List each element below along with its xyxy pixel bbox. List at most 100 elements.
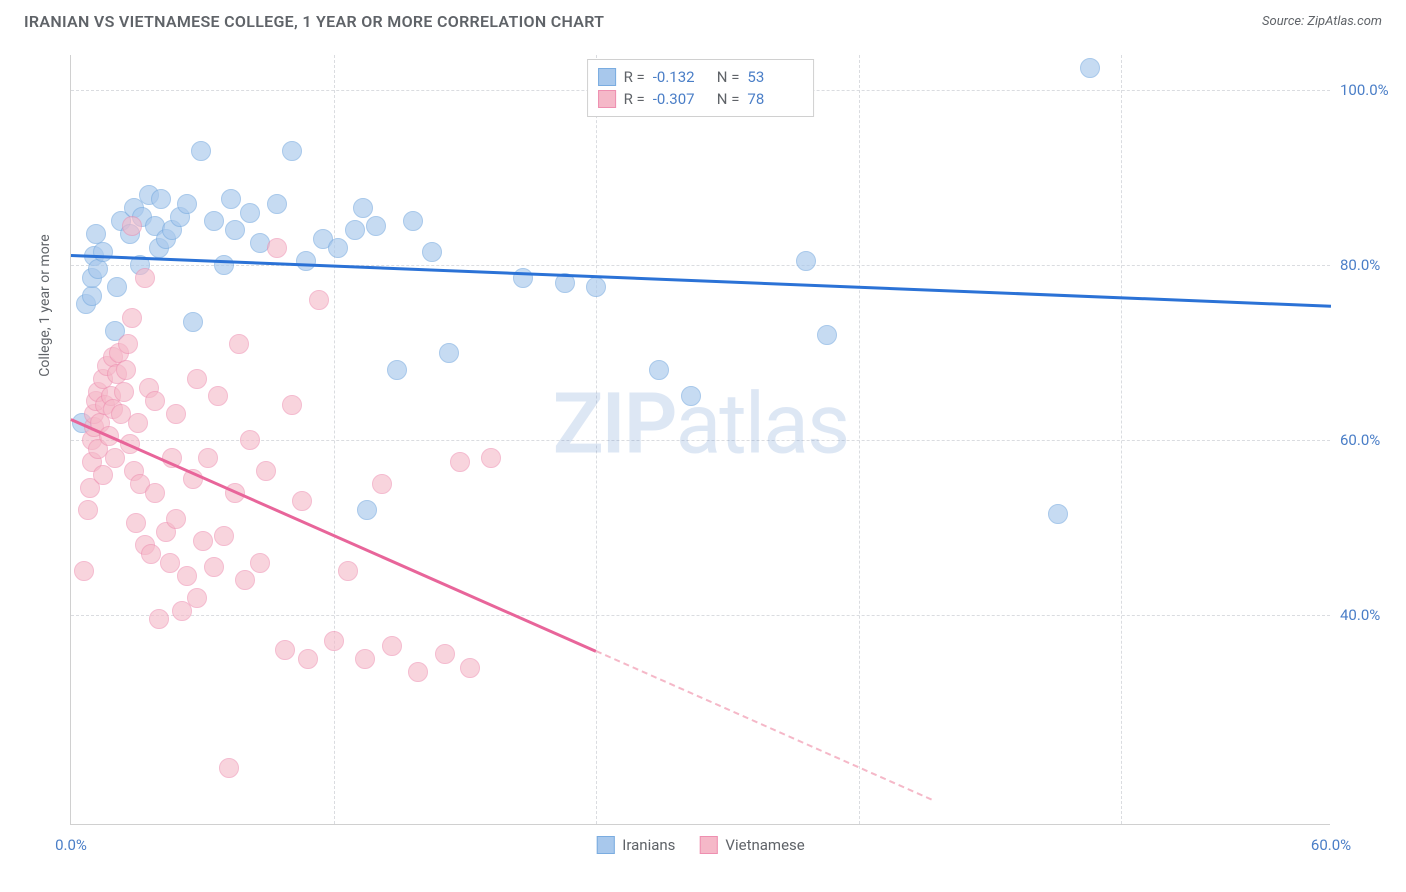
data-point — [118, 334, 138, 354]
data-point — [439, 343, 459, 363]
gridline-vertical — [1121, 55, 1122, 824]
data-point — [183, 312, 203, 332]
data-point — [116, 360, 136, 380]
source-label: Source: ZipAtlas.com — [1262, 14, 1382, 29]
data-point — [191, 141, 211, 161]
legend-n-label: N = — [717, 90, 740, 108]
data-point — [145, 483, 165, 503]
data-point — [177, 566, 197, 586]
data-point — [250, 553, 270, 573]
gridline-vertical — [596, 55, 597, 824]
legend-swatch — [598, 68, 616, 86]
data-point — [151, 189, 171, 209]
data-point — [229, 334, 249, 354]
gridline-vertical — [334, 55, 335, 824]
legend-r-value: -0.132 — [653, 68, 709, 86]
data-point — [387, 360, 407, 380]
data-point — [78, 500, 98, 520]
data-point — [267, 194, 287, 214]
data-point — [214, 526, 234, 546]
data-point — [357, 500, 377, 520]
data-point — [193, 531, 213, 551]
data-point — [166, 404, 186, 424]
legend-swatch — [699, 836, 717, 854]
data-point — [160, 553, 180, 573]
data-point — [141, 544, 161, 564]
data-point — [366, 216, 386, 236]
watermark: ZIPatlas — [553, 375, 849, 474]
x-tick-label: 60.0% — [1311, 836, 1351, 854]
plot-area: ZIPatlas R =-0.132N =53R =-0.307N =78 Ir… — [70, 55, 1330, 825]
data-point — [324, 631, 344, 651]
legend-r-label: R = — [624, 90, 645, 108]
legend-n-value: 78 — [747, 90, 803, 108]
data-point — [74, 561, 94, 581]
data-point — [649, 360, 669, 380]
y-tick-label: 40.0% — [1340, 606, 1400, 624]
trend-line — [596, 650, 933, 801]
chart-title: IRANIAN VS VIETNAMESE COLLEGE, 1 YEAR OR… — [24, 12, 604, 31]
legend-series-name: Iranians — [622, 836, 675, 854]
gridline-horizontal — [71, 615, 1330, 616]
data-point — [204, 557, 224, 577]
legend-row: R = -0.132 N = 53 — [598, 66, 804, 88]
legend-r-label: R = — [624, 68, 645, 86]
legend-item: Iranians — [596, 836, 675, 854]
data-point — [187, 369, 207, 389]
data-point — [298, 649, 318, 669]
chart-container: College, 1 year or more ZIPatlas R =-0.1… — [50, 55, 1330, 825]
data-point — [309, 290, 329, 310]
data-point — [88, 259, 108, 279]
series-legend: Iranians Vietnamese — [596, 836, 804, 854]
trend-line — [71, 254, 1331, 307]
data-point — [408, 662, 428, 682]
legend-swatch — [596, 836, 614, 854]
y-tick-label: 100.0% — [1340, 81, 1400, 99]
data-point — [149, 609, 169, 629]
data-point — [128, 413, 148, 433]
legend-r-value: -0.307 — [653, 90, 709, 108]
data-point — [107, 277, 127, 297]
data-point — [187, 588, 207, 608]
data-point — [208, 386, 228, 406]
legend-n-value: 53 — [747, 68, 803, 86]
data-point — [1048, 504, 1068, 524]
data-point — [82, 286, 102, 306]
data-point — [219, 758, 239, 778]
y-tick-label: 80.0% — [1340, 256, 1400, 274]
y-axis-title: College, 1 year or more — [37, 234, 53, 376]
data-point — [240, 203, 260, 223]
data-point — [93, 242, 113, 262]
gridline-vertical — [859, 55, 860, 824]
legend-series-name: Vietnamese — [725, 836, 804, 854]
data-point — [225, 220, 245, 240]
data-point — [382, 636, 402, 656]
data-point — [328, 238, 348, 258]
data-point — [177, 194, 197, 214]
correlation-legend: R = -0.132 N = 53 R = -0.307 N = 78 — [587, 59, 815, 117]
data-point — [114, 382, 134, 402]
gridline-horizontal — [71, 265, 1330, 266]
data-point — [240, 430, 260, 450]
data-point — [221, 189, 241, 209]
data-point — [235, 570, 255, 590]
data-point — [1080, 58, 1100, 78]
gridline-horizontal — [71, 440, 1330, 441]
data-point — [256, 461, 276, 481]
data-point — [126, 513, 146, 533]
data-point — [435, 644, 455, 664]
legend-swatch — [598, 90, 616, 108]
legend-item: Vietnamese — [699, 836, 804, 854]
data-point — [204, 211, 224, 231]
legend-n-label: N = — [717, 68, 740, 86]
data-point — [282, 141, 302, 161]
data-point — [422, 242, 442, 262]
data-point — [166, 509, 186, 529]
data-point — [292, 491, 312, 511]
data-point — [93, 465, 113, 485]
y-tick-label: 60.0% — [1340, 431, 1400, 449]
data-point — [586, 277, 606, 297]
data-point — [796, 251, 816, 271]
data-point — [214, 255, 234, 275]
data-point — [817, 325, 837, 345]
